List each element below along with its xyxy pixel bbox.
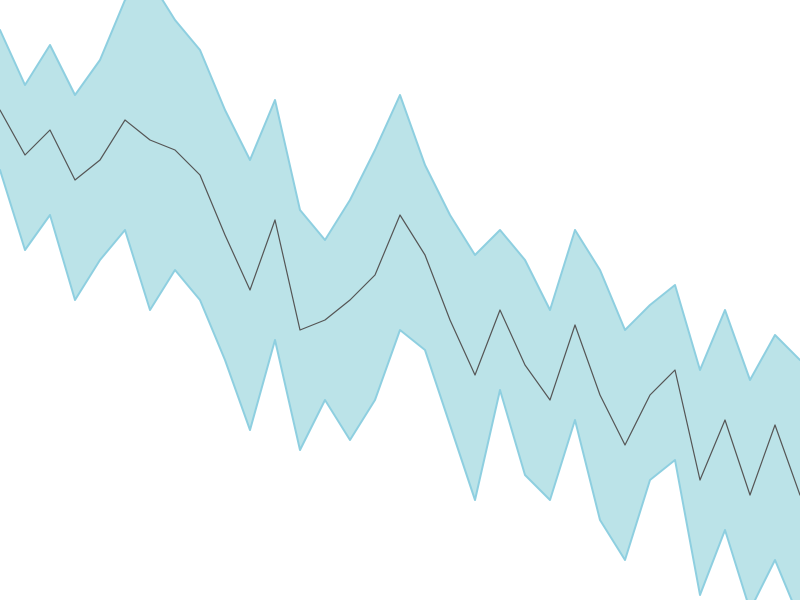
confidence-band-chart <box>0 0 800 600</box>
